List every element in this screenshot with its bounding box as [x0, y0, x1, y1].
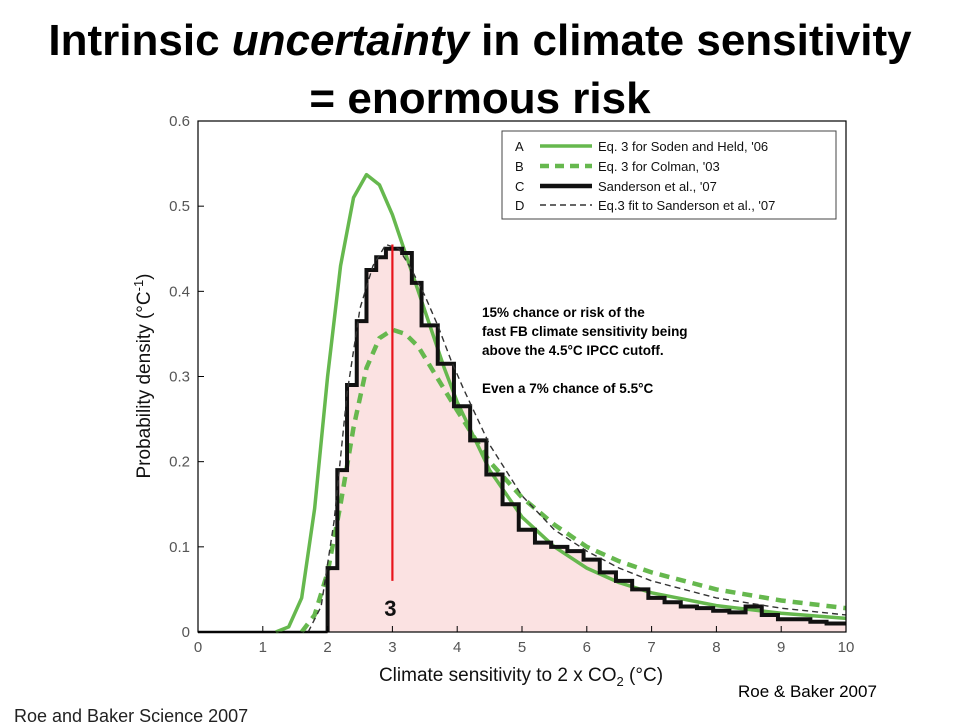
- y-tick-group: 0 0.1 0.2 0.3 0.4 0.5 0.6: [169, 113, 204, 641]
- x-tick-label: 6: [583, 639, 591, 656]
- y-tick-label: 0.5: [169, 198, 190, 215]
- annotation-line-4: Even a 7% chance of 5.5°C: [482, 381, 654, 396]
- x-tick-label: 3: [388, 639, 396, 656]
- legend-label-c: Sanderson et al., '07: [598, 179, 717, 194]
- y-tick-label: 0.1: [169, 539, 190, 556]
- annotation-spacer: [482, 360, 688, 379]
- plot-layer: [198, 172, 847, 634]
- x-tick-label: 4: [453, 639, 461, 656]
- legend-letter-d: D: [515, 198, 524, 213]
- y-axis-label: Probability density (°C-1): [131, 273, 155, 478]
- x-tick-group: 0 1 2 3 4 5 6 7 8 9 10: [194, 626, 855, 656]
- legend: A Eq. 3 for Soden and Held, '06 B Eq. 3 …: [501, 130, 837, 220]
- x-tick-label: 1: [259, 639, 267, 656]
- title-part3: in climate sensitivity: [468, 16, 912, 65]
- x-tick-label: 0: [194, 639, 202, 656]
- annotation-line-2: fast FB climate sensitivity being: [482, 324, 688, 339]
- x-tick-label: 10: [838, 639, 855, 656]
- title-part2: uncertainty: [231, 16, 469, 65]
- legend-label-a: Eq. 3 for Soden and Held, '06: [598, 139, 768, 154]
- source-credit: Roe & Baker 2007: [738, 682, 877, 701]
- legend-letter-c: C: [515, 179, 524, 194]
- y-tick-label: 0.3: [169, 369, 190, 386]
- x-tick-label: 8: [712, 639, 720, 656]
- legend-letter-a: A: [515, 139, 524, 154]
- x-tick-label: 9: [777, 639, 785, 656]
- x-tick-label: 5: [518, 639, 526, 656]
- risk-annotation: 15% chance or risk of the fast FB climat…: [482, 303, 688, 398]
- x-axis-label: Climate sensitivity to 2 x CO2 (°C): [379, 665, 663, 689]
- mode-marker-label: 3: [384, 596, 396, 621]
- histogram-fill: [327, 248, 847, 632]
- bottom-caption: Roe and Baker Science 2007: [14, 706, 249, 726]
- annotation-line-1: 15% chance or risk of the: [482, 305, 645, 320]
- x-tick-label: 2: [323, 639, 331, 656]
- legend-label-d: Eq.3 fit to Sanderson et al., '07: [598, 198, 775, 213]
- title-line2: = enormous risk: [309, 74, 651, 123]
- legend-letter-b: B: [515, 159, 524, 174]
- y-tick-label: 0: [182, 624, 190, 641]
- slide-title: Intrinsic uncertainty in climate sensiti…: [0, 12, 960, 128]
- y-tick-label: 0.2: [169, 454, 190, 471]
- y-tick-label: 0.4: [169, 283, 190, 300]
- series-a-line: [275, 172, 847, 634]
- x-tick-label: 7: [647, 639, 655, 656]
- series-c-histogram: [325, 246, 846, 632]
- annotation-line-3: above the 4.5°C IPCC cutoff.: [482, 343, 664, 358]
- title-part1: Intrinsic: [48, 16, 232, 65]
- y-tick-label: 0.6: [169, 113, 190, 130]
- legend-label-b: Eq. 3 for Colman, '03: [598, 159, 720, 174]
